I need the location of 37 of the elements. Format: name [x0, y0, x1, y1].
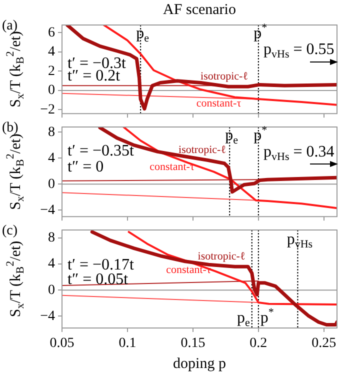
- annotation: t′ = −0.17t: [68, 256, 134, 274]
- series-label: constant-τ: [196, 98, 242, 110]
- y-tick-label: −4: [40, 202, 55, 218]
- series-label: isotropic-ℓ: [200, 70, 248, 82]
- x-tick-label: 0.2: [250, 336, 268, 352]
- text: (b): [2, 120, 19, 136]
- x-tick-label: 0.05: [50, 336, 74, 352]
- y-tick-label: 0: [48, 282, 55, 298]
- y-tick-label: 4: [48, 150, 55, 166]
- y-tick-label: 6: [48, 25, 55, 40]
- series-label: isotropic-ℓ: [178, 144, 226, 156]
- x-tick-label: 0.1: [118, 336, 136, 352]
- x-axis-title: doping p: [173, 356, 226, 372]
- ref-line-label: p*: [254, 124, 268, 144]
- y-axis-title: Sx/T (kB2/et): [4, 134, 26, 210]
- series-label: constant-τ: [166, 264, 212, 276]
- series-label: isotropic-ℓ: [198, 250, 246, 262]
- y-tick-label: 0: [48, 83, 55, 98]
- y-tick-label: 8: [48, 230, 55, 246]
- ref-line-label: p*: [254, 22, 268, 42]
- text: (c): [2, 224, 18, 239]
- y-tick-label: −4: [40, 308, 55, 324]
- series-label: constant-τ: [150, 161, 195, 174]
- annotation: t′ = −0.35t: [68, 142, 134, 160]
- annotation: t″ = 0: [68, 158, 104, 176]
- ref-line-label: p*: [260, 306, 274, 326]
- y-axis-title: Sx/T (kB2/et): [4, 240, 26, 318]
- x-tick-label: 0.25: [312, 336, 336, 352]
- y-tick-label: 0: [48, 176, 55, 192]
- y-tick-label: 4: [48, 256, 55, 272]
- x-tick-label: 0.15: [180, 336, 206, 352]
- y-tick-label: 4: [48, 44, 55, 60]
- y-tick-label: −2: [40, 102, 55, 118]
- y-tick-label: 8: [48, 124, 55, 140]
- chart-title: AF scenario: [163, 2, 236, 18]
- y-tick-label: 2: [48, 64, 55, 79]
- y-axis-title: Sx/T (kB2/et): [4, 31, 26, 108]
